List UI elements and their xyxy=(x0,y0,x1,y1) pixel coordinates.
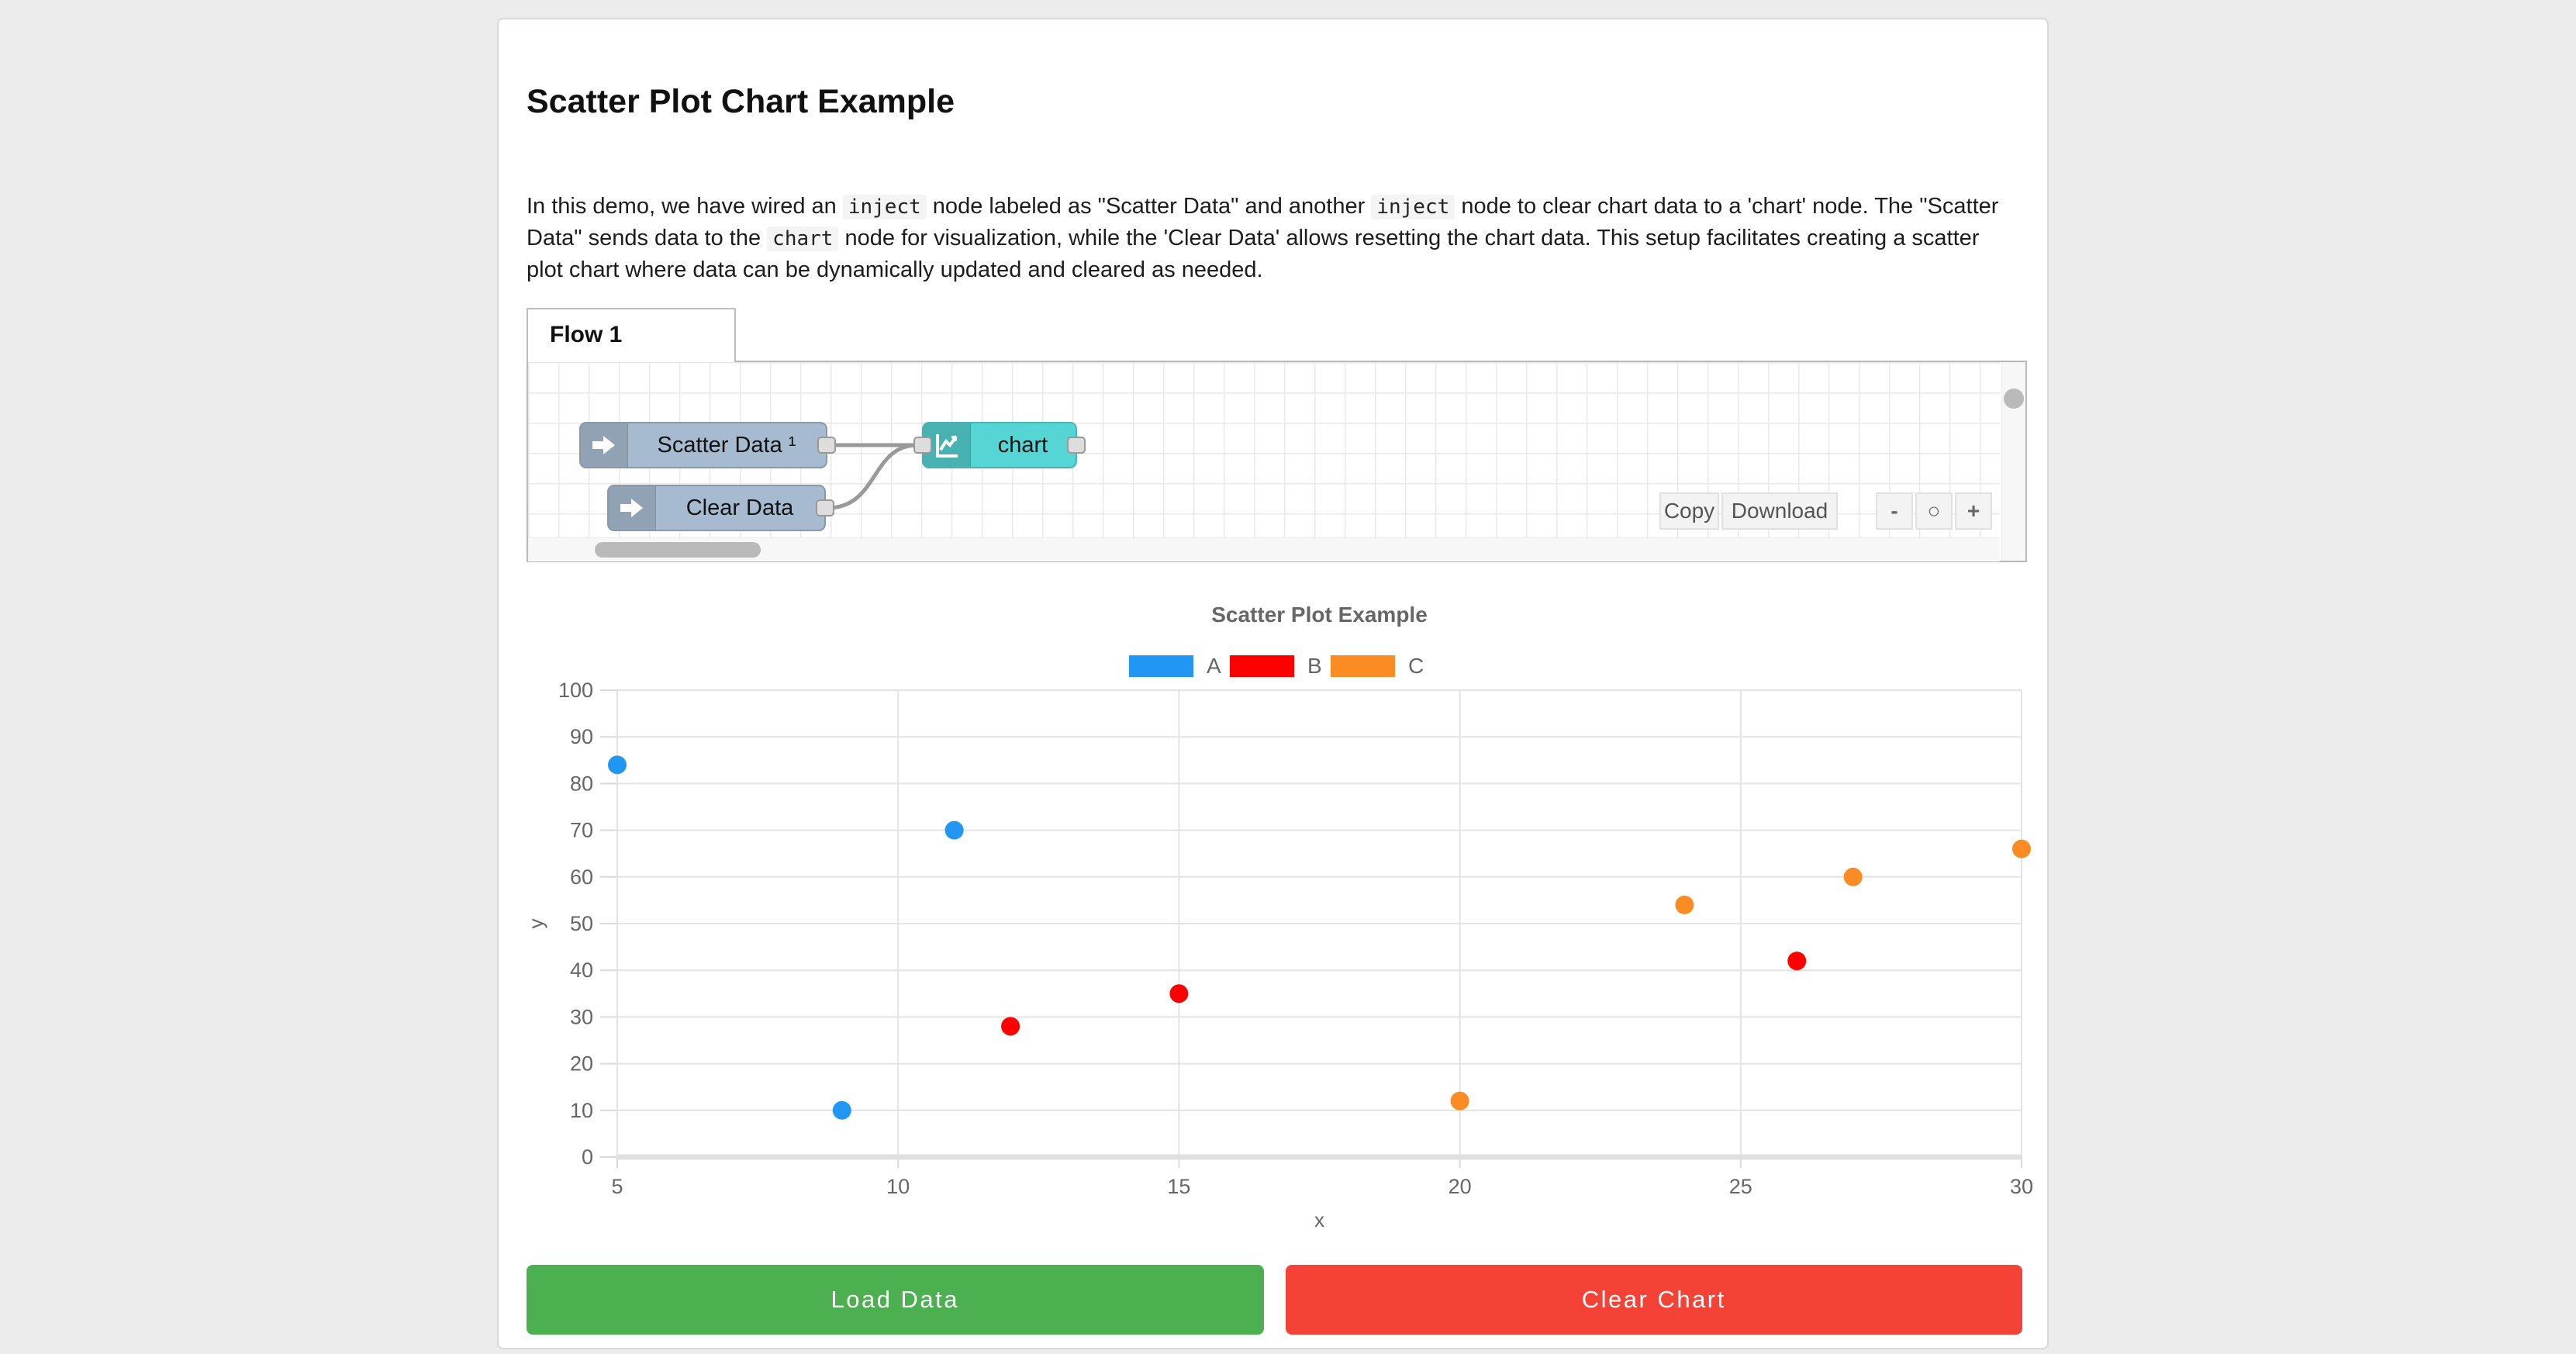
node-output-port[interactable] xyxy=(817,437,836,454)
action-bar: Load Data Clear Chart xyxy=(527,1265,2022,1335)
chart-svg: 0 10 20 30 40 50 60 70 80 90 100 5 10 15 20 25 30 Scatter… xyxy=(524,603,2033,1231)
inline-code: inject xyxy=(842,195,927,219)
zoom-in-button[interactable]: + xyxy=(1955,492,1992,530)
content-card: Scatter Plot Chart Example In this demo,… xyxy=(497,18,2049,1349)
node-output-port[interactable] xyxy=(816,499,834,516)
download-button-label: Download xyxy=(1731,499,1828,523)
data-point-A[interactable] xyxy=(832,1100,851,1120)
flow-vertical-scrollbar[interactable] xyxy=(2001,362,2025,561)
intro-text: In this demo, we have wired an xyxy=(527,194,843,219)
y-tick-label: 0 xyxy=(582,1145,593,1169)
flow-tab[interactable]: Flow 1 xyxy=(527,308,736,362)
y-tick-label: 40 xyxy=(570,959,593,982)
intro-text: node labeled as "Scatter Data" and anoth… xyxy=(926,194,1372,219)
vertical-scrollbar-thumb[interactable] xyxy=(2004,389,2024,409)
data-point-C[interactable] xyxy=(1450,1091,1469,1110)
data-point-B[interactable] xyxy=(1787,952,1807,971)
scatter-chart: 0 10 20 30 40 50 60 70 80 90 100 5 10 15 20 25 30 Scatter… xyxy=(524,591,2033,1246)
zoom-reset-button[interactable]: ○ xyxy=(1915,492,1953,530)
x-tick-label: 20 xyxy=(1449,1175,1472,1198)
y-tick-label: 80 xyxy=(570,772,593,795)
copy-button-label: Copy xyxy=(1663,499,1715,523)
block-arrow-right-icon xyxy=(581,423,628,467)
x-axis-title: x xyxy=(1314,1208,1324,1231)
x-tick-label: 30 xyxy=(2010,1175,2033,1198)
legend-swatch[interactable] xyxy=(1331,655,1395,677)
legend-swatch[interactable] xyxy=(1129,655,1193,677)
y-axis-title: y xyxy=(524,919,547,929)
block-arrow-right-icon xyxy=(609,486,656,530)
data-point-C[interactable] xyxy=(1675,895,1694,914)
node-scatter-data[interactable]: Scatter Data ¹ xyxy=(579,422,836,468)
node-clear-data[interactable]: Clear Data xyxy=(607,485,834,531)
node-label: chart xyxy=(997,432,1048,458)
y-tick-label: 90 xyxy=(570,725,593,748)
x-tick-label: 10 xyxy=(886,1175,910,1198)
zoom-in-icon: + xyxy=(1967,499,1980,523)
data-point-A[interactable] xyxy=(608,755,627,775)
y-tick-label: 100 xyxy=(558,679,593,702)
intro-paragraph: In this demo, we have wired an inject no… xyxy=(527,191,2012,285)
y-tick-label: 50 xyxy=(570,912,593,935)
y-tick-label: 60 xyxy=(570,865,593,889)
copy-button[interactable]: Copy xyxy=(1659,492,1719,530)
clear-chart-button[interactable]: Clear Chart xyxy=(1285,1265,2022,1335)
legend-swatch[interactable] xyxy=(1230,655,1294,677)
intro-text: node to clear chart data to a 'chart' no… xyxy=(527,194,1999,250)
legend-label[interactable]: C xyxy=(1408,654,1424,678)
inline-code: inject xyxy=(1371,195,1455,219)
y-tick-label: 20 xyxy=(570,1052,593,1076)
zoom-out-icon: - xyxy=(1891,499,1898,523)
y-tick-label: 30 xyxy=(570,1005,593,1028)
y-tick-label: 10 xyxy=(570,1099,593,1122)
intro-text: node for visualization, while the 'Clear… xyxy=(527,226,1980,282)
load-data-button[interactable]: Load Data xyxy=(527,1265,1264,1335)
download-button[interactable]: Download xyxy=(1721,492,1838,530)
page-title: Scatter Plot Chart Example xyxy=(527,83,955,120)
node-label: Scatter Data ¹ xyxy=(657,432,796,458)
data-point-C[interactable] xyxy=(2012,839,2031,858)
x-tick-label: 25 xyxy=(1729,1175,1752,1198)
x-tick-label: 5 xyxy=(611,1175,623,1198)
flow-horizontal-scrollbar[interactable] xyxy=(528,537,2000,561)
chart-title: Scatter Plot Example xyxy=(1211,603,1428,627)
node-label: Clear Data xyxy=(685,495,794,520)
data-point-A[interactable] xyxy=(944,820,964,840)
node-chart[interactable]: chart xyxy=(913,422,1086,468)
flow-tab-label: Flow 1 xyxy=(550,322,623,347)
legend-label[interactable]: A xyxy=(1207,654,1221,678)
zoom-out-button[interactable]: - xyxy=(1876,492,1913,530)
legend-label[interactable]: B xyxy=(1307,654,1322,678)
data-point-C[interactable] xyxy=(1843,867,1863,886)
data-point-B[interactable] xyxy=(1001,1017,1020,1036)
x-tick-label: 15 xyxy=(1167,1175,1190,1198)
data-point-B[interactable] xyxy=(1169,984,1189,1003)
y-tick-label: 70 xyxy=(570,819,593,842)
flow-canvas[interactable]: Scatter Data ¹ Clear Data xyxy=(527,361,2027,562)
inline-code: chart xyxy=(767,226,839,251)
node-input-port[interactable] xyxy=(913,437,932,454)
horizontal-scrollbar-thumb[interactable] xyxy=(595,542,761,558)
node-output-port[interactable] xyxy=(1067,437,1086,454)
zoom-reset-icon: ○ xyxy=(1927,499,1941,523)
